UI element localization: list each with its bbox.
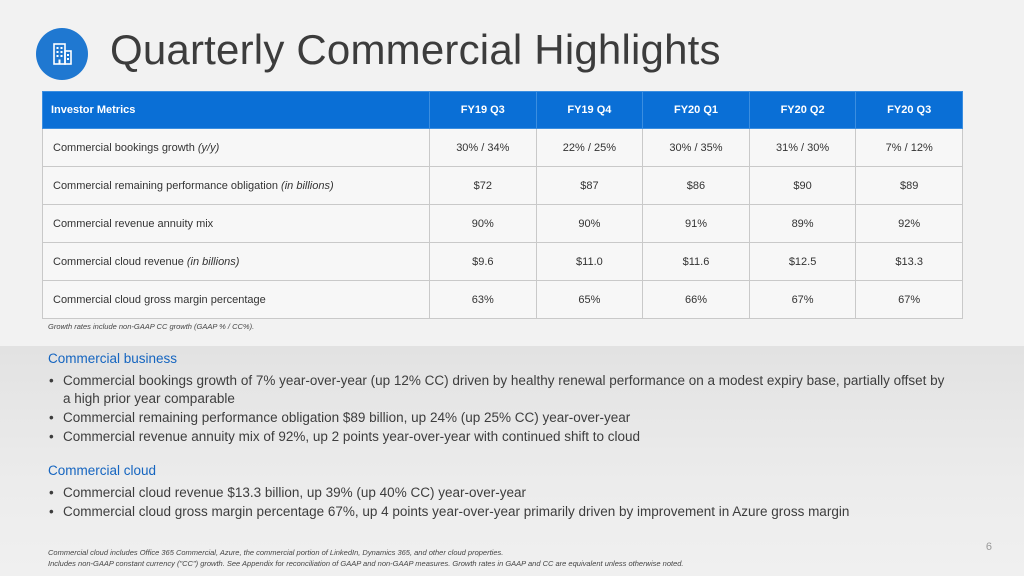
table-row: Commercial cloud gross margin percentage… <box>42 280 963 319</box>
column-header: FY20 Q2 <box>748 91 857 129</box>
table-cell: $89 <box>855 166 963 205</box>
table-cell: 7% / 12% <box>855 128 963 167</box>
page-number: 6 <box>985 541 992 553</box>
commercial-business-bullets: Commercial bookings growth of 7% year-ov… <box>48 372 948 447</box>
bullet-item: Commercial remaining performance obligat… <box>48 409 948 427</box>
row-label-suffix: (in billions) <box>186 255 240 268</box>
table-cell: 66% <box>642 280 750 319</box>
column-header: FY19 Q4 <box>535 91 644 129</box>
investor-metrics-table: Investor Metrics FY19 Q3 FY19 Q4 FY20 Q1… <box>42 91 963 319</box>
footnote-line: Commercial cloud includes Office 365 Com… <box>48 548 504 557</box>
table-cell: 90% <box>535 204 644 243</box>
table-cell: $13.3 <box>855 242 963 281</box>
table-cell: $12.5 <box>748 242 857 281</box>
table-cell: 63% <box>429 280 537 319</box>
bullet-item: Commercial cloud revenue $13.3 billion, … <box>48 484 948 502</box>
building-icon <box>36 28 88 80</box>
row-label: Commercial cloud gross margin percentage <box>42 280 430 319</box>
row-label: Commercial bookings growth (y/y) <box>42 128 430 167</box>
table-cell: 92% <box>855 204 963 243</box>
row-label-suffix: (in billions) <box>281 179 334 192</box>
table-row: Commercial remaining performance obligat… <box>42 166 963 205</box>
row-label-text: Commercial revenue annuity mix <box>53 217 214 230</box>
table-cell: 89% <box>748 204 857 243</box>
footnote-line: Includes non-GAAP constant currency ("CC… <box>48 559 684 568</box>
table-cell: 90% <box>429 204 537 243</box>
bullet-item: Commercial revenue annuity mix of 92%, u… <box>48 428 948 446</box>
table-cell: 30% / 35% <box>642 128 750 167</box>
table-header-row: Investor Metrics FY19 Q3 FY19 Q4 FY20 Q1… <box>42 91 963 129</box>
row-label-text: Commercial bookings growth <box>53 141 198 154</box>
table-row: Commercial bookings growth (y/y) 30% / 3… <box>42 128 963 167</box>
row-label: Commercial cloud revenue (in billions) <box>42 242 430 281</box>
table-footnote: Growth rates include non-GAAP CC growth … <box>48 322 255 331</box>
table-cell: 65% <box>535 280 644 319</box>
table-row: Commercial revenue annuity mix 90% 90% 9… <box>42 204 963 243</box>
table-cell: 30% / 34% <box>429 128 537 167</box>
bullet-item: Commercial bookings growth of 7% year-ov… <box>48 372 948 408</box>
row-label-text: Commercial cloud revenue <box>53 255 187 268</box>
table-cell: $87 <box>535 166 644 205</box>
table-cell: $72 <box>429 166 537 205</box>
row-label-suffix: (y/y) <box>197 141 220 154</box>
table-cell: 31% / 30% <box>748 128 857 167</box>
table-cell: 67% <box>748 280 857 319</box>
row-label-text: Commercial cloud gross margin percentage <box>53 293 266 306</box>
column-header: FY19 Q3 <box>429 91 537 129</box>
column-header: Investor Metrics <box>42 91 430 129</box>
table-cell: $9.6 <box>429 242 537 281</box>
commercial-cloud-bullets: Commercial cloud revenue $13.3 billion, … <box>48 484 948 522</box>
table-cell: $86 <box>642 166 750 205</box>
slide-footnotes: Commercial cloud includes Office 365 Com… <box>48 547 684 569</box>
row-label: Commercial revenue annuity mix <box>42 204 430 243</box>
table-cell: $90 <box>748 166 857 205</box>
row-label-text: Commercial remaining performance obligat… <box>53 179 282 192</box>
table-cell: 91% <box>642 204 750 243</box>
table-cell: 22% / 25% <box>535 128 644 167</box>
page-title: Quarterly Commercial Highlights <box>110 26 721 73</box>
table-cell: $11.6 <box>642 242 750 281</box>
section-heading-commercial-cloud: Commercial cloud <box>48 463 157 478</box>
table-cell: $11.0 <box>535 242 644 281</box>
row-label: Commercial remaining performance obligat… <box>42 166 430 205</box>
column-header: FY20 Q3 <box>855 91 963 129</box>
table-row: Commercial cloud revenue (in billions) $… <box>42 242 963 281</box>
column-header: FY20 Q1 <box>642 91 750 129</box>
table-cell: 67% <box>855 280 963 319</box>
section-heading-commercial-business: Commercial business <box>48 351 178 366</box>
bullet-item: Commercial cloud gross margin percentage… <box>48 503 948 521</box>
